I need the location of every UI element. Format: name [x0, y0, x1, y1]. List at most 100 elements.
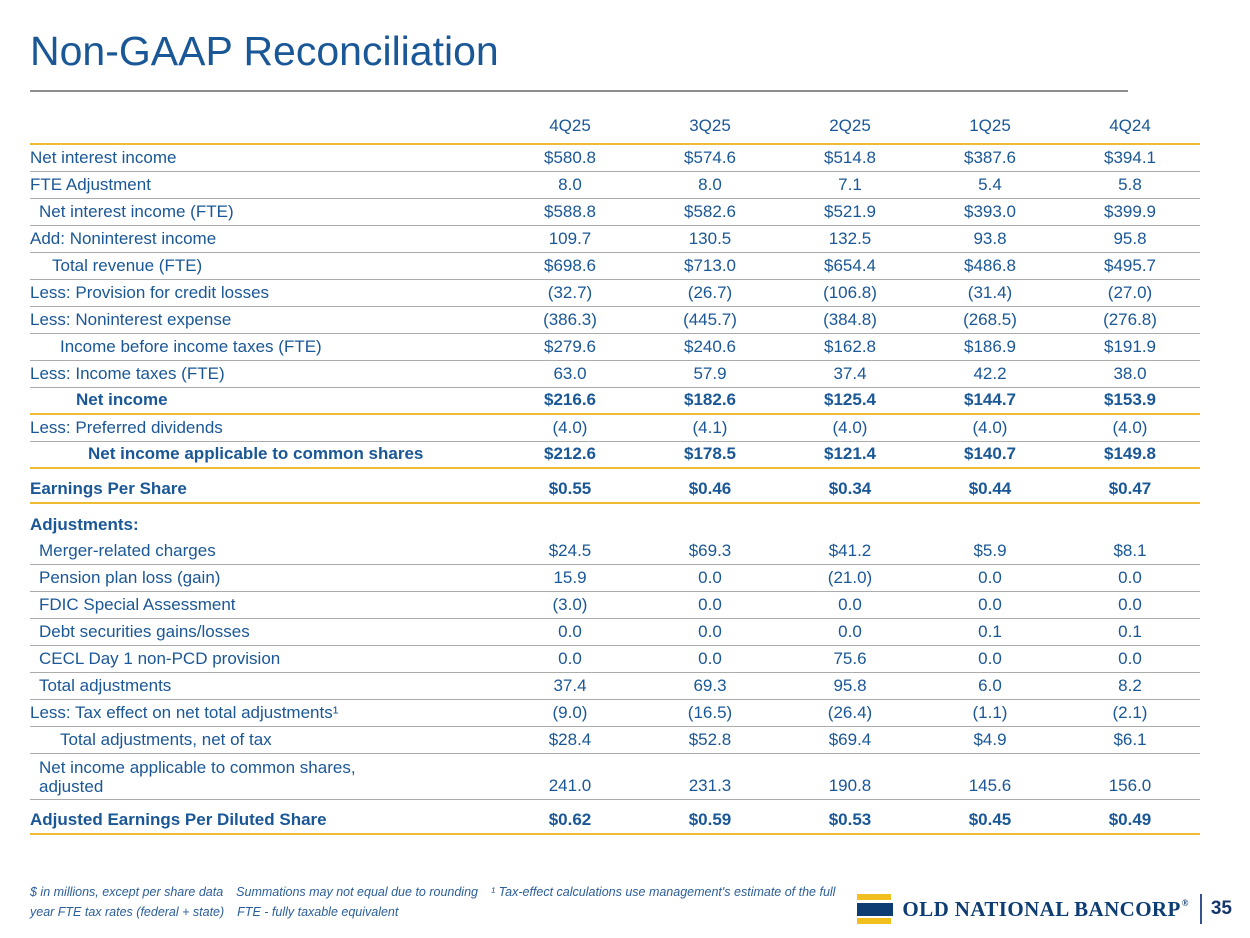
table-row: Add: Noninterest income 109.7 130.5 132.5 93… [30, 226, 1200, 253]
value-cell: 42.2 [973, 364, 1007, 383]
value-cell: $52.8 [688, 730, 732, 749]
row-label: Add: Noninterest income [30, 229, 217, 248]
table-row: Less: Provision for credit losses (32.7) (… [30, 280, 1200, 307]
value-cell: $0.47 [1108, 479, 1152, 498]
row-label: Total revenue (FTE) [52, 256, 203, 275]
page-title: Non-GAAP Reconciliation [30, 28, 499, 74]
table-row: Less: Preferred dividends (4.0) (4.1) (4.0)… [30, 415, 1200, 442]
value-cell: 0.0 [1118, 595, 1142, 614]
value-cell: (384.8) [823, 310, 877, 329]
logo-gold-bar-bottom [857, 918, 892, 924]
row-label: Debt securities gains/losses [39, 622, 250, 641]
value-cell: 75.6 [833, 649, 867, 668]
table-row: Total adjustments 37.4 69.3 95.8 6.0 8.2 [30, 673, 1200, 700]
value-cell: 5.4 [978, 175, 1002, 194]
value-cell: 0.1 [978, 622, 1002, 641]
value-cell: 0.0 [698, 649, 722, 668]
value-cell: $153.9 [1104, 390, 1156, 409]
table-row: Adjusted Earnings Per Diluted Share $0.62… [30, 800, 1200, 835]
value-cell: $588.8 [544, 202, 596, 221]
value-cell: $0.44 [968, 479, 1012, 498]
value-cell: (276.8) [1103, 310, 1157, 329]
value-cell: 5.8 [1118, 175, 1142, 194]
value-cell: $216.6 [544, 390, 596, 409]
value-cell: (386.3) [543, 310, 597, 329]
value-cell: 241.0 [548, 776, 592, 795]
table-row: CECL Day 1 non-PCD provision 0.0 0.0 75.6 0.… [30, 646, 1200, 673]
value-cell: $212.6 [544, 444, 596, 463]
table-row: Net interest income (FTE) $588.8 $582.6 $52… [30, 199, 1200, 226]
value-cell: (31.4) [967, 283, 1013, 302]
value-cell: $69.3 [688, 541, 732, 560]
value-cell: 0.0 [698, 568, 722, 587]
table-row: Adjustments: [30, 504, 1200, 538]
value-cell: $4.9 [973, 730, 1007, 749]
value-cell: (1.1) [972, 703, 1008, 722]
value-cell: 0.0 [978, 568, 1002, 587]
value-cell: 37.4 [553, 676, 587, 695]
value-cell: $582.6 [684, 202, 736, 221]
value-cell: $713.0 [684, 256, 736, 275]
table-row: Net income $216.6 $182.6 $125.4 $144.7 $153.9 [30, 388, 1200, 415]
table-row: FDIC Special Assessment (3.0) 0.0 0.0 0.0 0.0 [30, 592, 1200, 619]
non-gaap-reconciliation-table: 4Q25 3Q25 2Q25 1Q25 4Q24 Net interest income… [30, 106, 1200, 835]
value-cell: (4.1) [692, 418, 728, 437]
value-cell: $240.6 [684, 337, 736, 356]
value-cell: (445.7) [683, 310, 737, 329]
value-cell: 8.0 [558, 175, 582, 194]
value-cell: (4.0) [552, 418, 588, 437]
row-label: Earnings Per Share [30, 479, 187, 498]
column-header: 1Q25 [969, 116, 1011, 135]
title-divider [30, 90, 1128, 92]
column-header: 4Q24 [1109, 116, 1151, 135]
value-cell: $0.55 [548, 479, 592, 498]
value-cell: $41.2 [828, 541, 872, 560]
value-cell: 0.0 [1118, 649, 1142, 668]
value-cell: 69.3 [693, 676, 727, 695]
value-cell: $121.4 [824, 444, 876, 463]
row-label: Net income [76, 390, 168, 409]
value-cell: $0.45 [968, 810, 1012, 829]
table-row: Merger-related charges $24.5 $69.3 $41.2 $5.… [30, 538, 1200, 565]
table-row: Debt securities gains/losses 0.0 0.0 0.0 0.1… [30, 619, 1200, 646]
table-row: Total revenue (FTE) $698.6 $713.0 $654.4 $48… [30, 253, 1200, 280]
table-row: Earnings Per Share $0.55 $0.46 $0.34 $0.44 $0… [30, 469, 1200, 504]
row-label: Income before income taxes (FTE) [60, 337, 322, 356]
value-cell: (27.0) [1107, 283, 1153, 302]
row-label: Net interest income (FTE) [39, 202, 234, 221]
value-cell: 38.0 [1113, 364, 1147, 383]
value-cell: 95.8 [833, 676, 867, 695]
logo-navy-bar [857, 902, 894, 916]
value-cell: $149.8 [1104, 444, 1156, 463]
value-cell: 145.6 [968, 776, 1012, 795]
brand-name-text: OLD NATIONAL BANCORP [902, 896, 1181, 921]
value-cell: $394.1 [1104, 148, 1156, 167]
brand-name: OLD NATIONAL BANCORP® [902, 897, 1188, 922]
value-cell: $162.8 [824, 337, 876, 356]
value-cell: $387.6 [964, 148, 1016, 167]
row-label: Pension plan loss (gain) [39, 568, 221, 587]
table-body: Net interest income $580.8 $574.6 $514.8 $38… [30, 145, 1200, 835]
value-cell: 37.4 [833, 364, 867, 383]
footnote-segment: Summations may not equal due to rounding [236, 885, 478, 899]
value-cell: (106.8) [823, 283, 877, 302]
row-label: Less: Preferred dividends [30, 418, 223, 437]
value-cell: $0.49 [1108, 810, 1152, 829]
value-cell: $24.5 [548, 541, 592, 560]
value-cell: 109.7 [548, 229, 592, 248]
brand-footer: OLD NATIONAL BANCORP® 35 [857, 894, 1232, 924]
value-cell: $28.4 [548, 730, 592, 749]
value-cell: 231.3 [688, 776, 732, 795]
value-cell: $0.59 [688, 810, 732, 829]
value-cell: $495.7 [1104, 256, 1156, 275]
row-label: Adjustments: [30, 515, 139, 534]
value-cell: 156.0 [1108, 776, 1152, 795]
row-label: Total adjustments [39, 676, 172, 695]
value-cell: $178.5 [684, 444, 736, 463]
table-row: Less: Tax effect on net total adjustment… [30, 700, 1200, 727]
row-label: Net income applicable to common shares [88, 444, 424, 463]
value-cell: $521.9 [824, 202, 876, 221]
value-cell: 0.0 [558, 622, 582, 641]
old-national-bancorp-logo-icon [857, 894, 894, 924]
